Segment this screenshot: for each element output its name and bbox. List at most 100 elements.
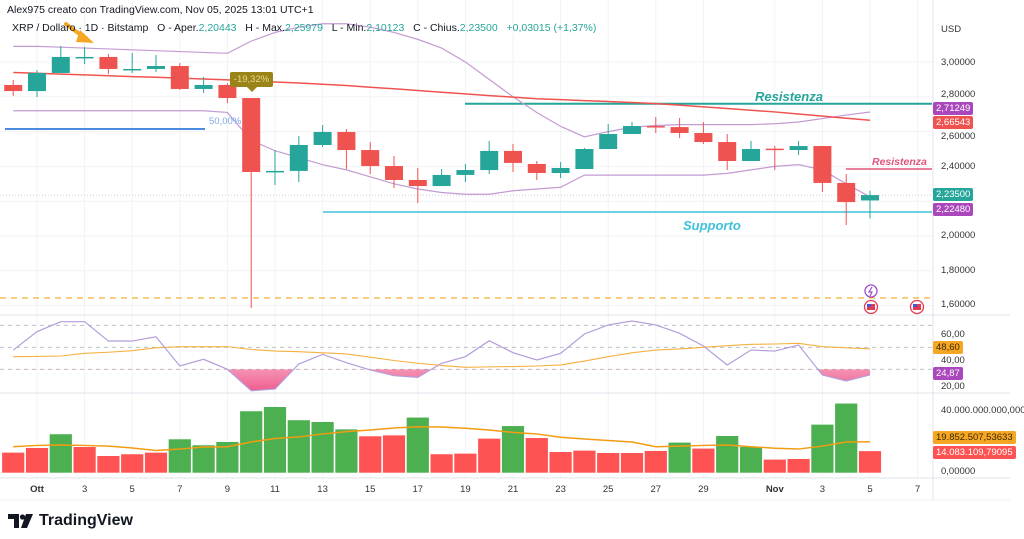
volume-bar [572, 450, 597, 474]
candle-down [242, 98, 261, 172]
candle-up [194, 84, 213, 89]
volume-tick: 40.000.000.000,00000 [941, 405, 1024, 416]
volume-bar [453, 453, 478, 474]
rsi-ma-badge: 48,60 [933, 341, 963, 354]
volume-bar [715, 435, 739, 474]
time-axis-label: 29 [698, 484, 709, 495]
rsi-line [12, 320, 871, 392]
time-axis-label: 9 [224, 484, 231, 495]
lower-band-badge: 2,22480 [933, 203, 974, 216]
candle-down [99, 56, 118, 69]
resistance-near-label[interactable]: Resistenza [872, 156, 927, 168]
candle-down [385, 166, 403, 180]
volume-badge: 14.083.109,79095 [933, 446, 1016, 459]
currency-label: USD [941, 24, 962, 35]
volume-bar [25, 447, 49, 474]
time-axis-label: 19 [460, 484, 471, 495]
time-axis-label: 3 [81, 484, 88, 495]
time-axis-label: 21 [507, 484, 519, 495]
rsi-badge: 24,87 [933, 367, 963, 380]
volume-bar [49, 433, 73, 474]
symbol-legend: XRP / Dollaro · 1D · Bitstamp O - Aper.2… [12, 22, 596, 34]
time-axis-label: 23 [555, 484, 566, 495]
rsi-tick: 40,00 [941, 355, 965, 366]
lightning-event-icon [864, 284, 878, 298]
time-axis-label: 5 [867, 484, 873, 495]
time-axis-label: 3 [819, 484, 826, 495]
candle-up [313, 131, 332, 145]
volume-bar [1, 452, 25, 474]
candle-down [718, 142, 737, 162]
volume-ma-badge: 19.852.507,53633 [933, 431, 1016, 444]
arrow-head-icon [76, 30, 94, 43]
candle-down [361, 150, 380, 167]
volume-bar [144, 452, 168, 474]
volume-bar [287, 419, 311, 474]
candle-up [575, 149, 594, 170]
drop-tooltip: -19,32% [230, 72, 273, 87]
price-tick: 2,00000 [941, 230, 976, 241]
brand-name: TradingView [39, 512, 133, 529]
close-label: C - Chius. [413, 22, 460, 34]
low-value: 2,10123 [366, 22, 405, 34]
candle-down [218, 84, 237, 99]
symbol-name[interactable]: XRP / Dollaro · 1D · Bitstamp [12, 22, 149, 34]
volume-bar [168, 438, 192, 474]
candle-up [599, 134, 618, 149]
volume-bar [406, 416, 430, 474]
candle-up [123, 68, 142, 71]
volume-bar [72, 446, 97, 474]
upper-band-line [13, 23, 871, 138]
upper-band-badge: 2,71249 [933, 102, 974, 115]
volume-bar [667, 441, 692, 474]
creator-line: Alex975 creato con TradingView.com, Nov … [7, 4, 314, 16]
tradingview-logo-icon [8, 514, 33, 528]
tradingview-logo[interactable]: TradingView [8, 512, 133, 530]
support-label[interactable]: Supporto [683, 218, 741, 233]
candle-down [765, 148, 784, 151]
candle-up [147, 66, 165, 69]
candle-down [670, 127, 689, 133]
rsi-tick: 60,00 [941, 329, 965, 340]
time-axis-label: 7 [914, 484, 921, 495]
candle-down [4, 84, 23, 92]
volume-bar [739, 446, 763, 474]
volume-bar [477, 438, 501, 474]
drop-tooltip-pointer [247, 87, 257, 92]
candle-down [408, 179, 427, 187]
candle-up [432, 174, 451, 187]
volume-bar [858, 450, 882, 474]
low-label: L - Min. [331, 22, 367, 34]
volume-bar [691, 447, 716, 474]
candle-down [170, 66, 189, 89]
candle-up [28, 72, 46, 92]
candle-up [551, 167, 570, 174]
volume-bar [358, 435, 382, 474]
rsi-tick: 20,00 [941, 381, 965, 392]
volume-bar [120, 453, 144, 474]
volume-bar [548, 451, 573, 474]
lightning-glyph-icon [867, 286, 873, 297]
candle-up [75, 56, 94, 59]
us-flag-canton-icon [913, 304, 917, 307]
resistance-top-label[interactable]: Resistenza [755, 89, 823, 104]
volume-bar [501, 425, 525, 474]
time-axis-label: 17 [412, 484, 424, 495]
candle-down [837, 182, 856, 203]
close-value: 2,23500 [459, 22, 498, 34]
drop-tooltip-text: -19,32% [233, 74, 270, 85]
candle-up [742, 149, 760, 162]
volume-bar [96, 455, 121, 474]
volume-bar [786, 458, 811, 474]
time-axis-label: 27 [650, 484, 662, 495]
candle-down [813, 146, 832, 183]
time-axis-label: 15 [364, 484, 376, 495]
rsi-ma-line [13, 342, 871, 368]
time-axis-label: Nov [765, 484, 784, 495]
open-value: 2,20443 [198, 22, 237, 34]
volume-bar [763, 458, 787, 474]
price-tick: 2,80000 [941, 89, 976, 100]
us-flag-canton-icon [867, 304, 871, 307]
fib-label: 50,00% [209, 116, 242, 127]
